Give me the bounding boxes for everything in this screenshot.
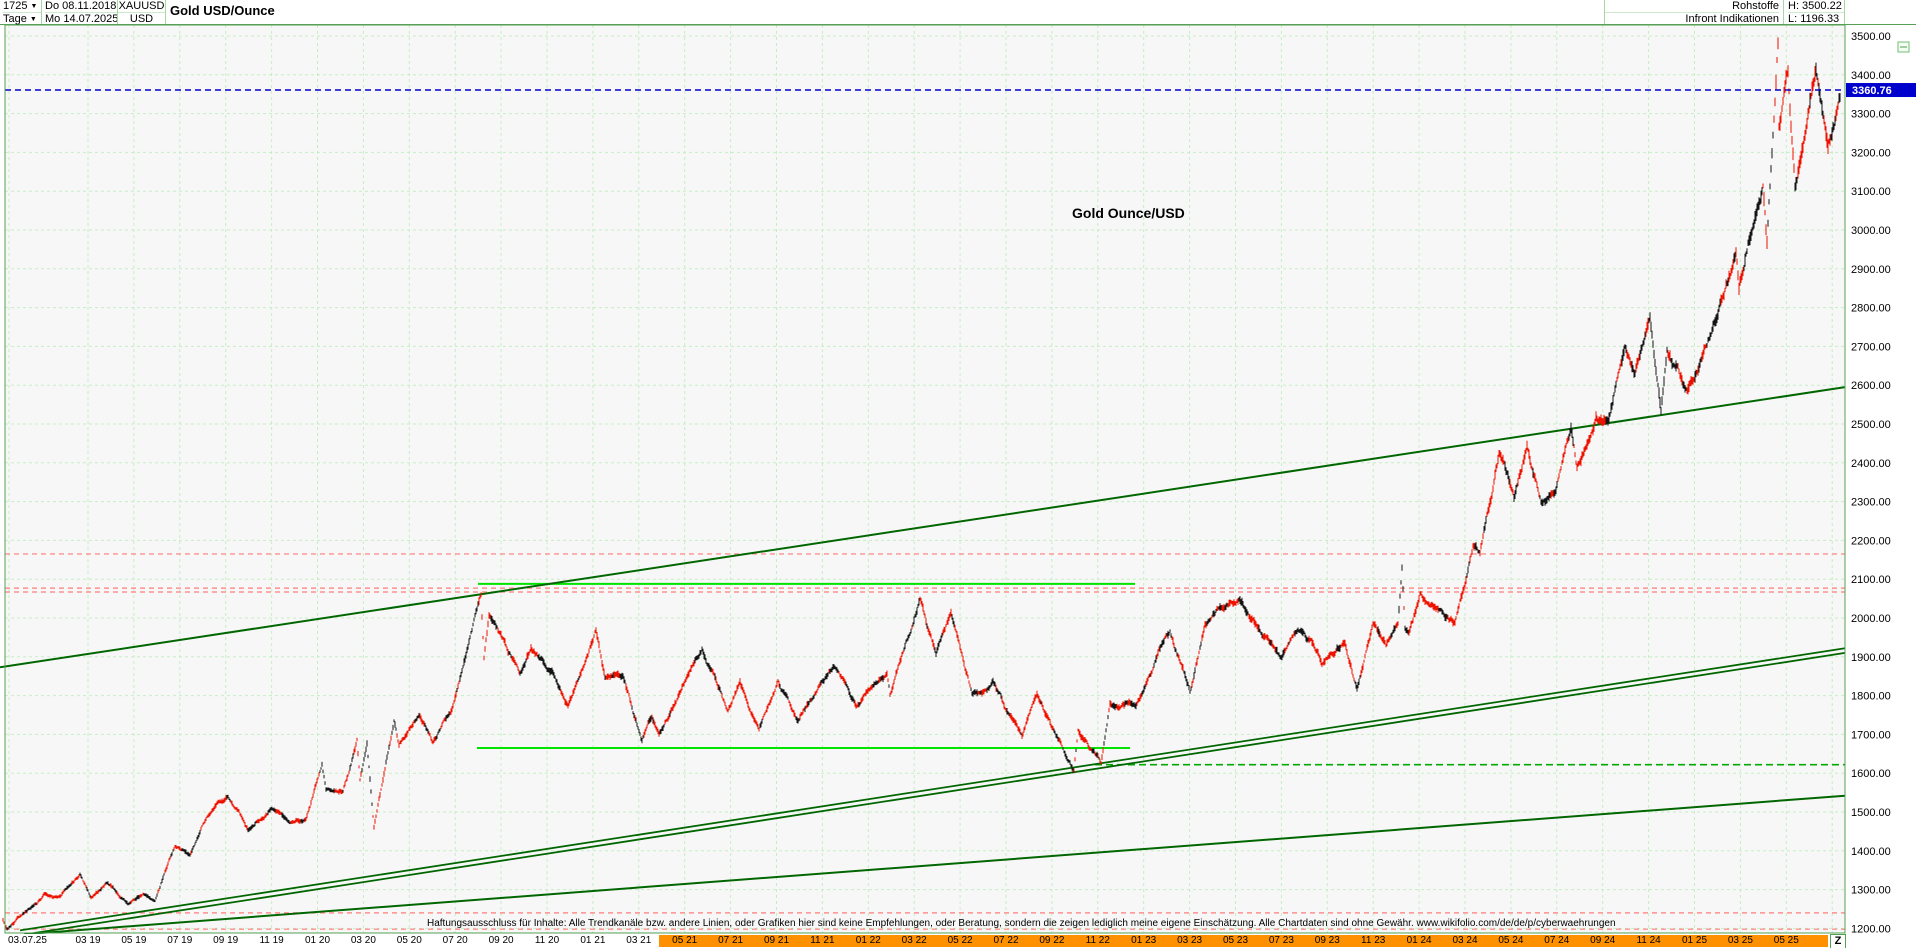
x-axis-label: 07 22 (993, 935, 1019, 946)
x-axis-label: 05 23 (1222, 935, 1249, 946)
price-bars-red (2, 37, 1839, 929)
x-axis-label: 03 19 (75, 935, 101, 946)
disclaimer-text: Haftungsausschluss für Inhalte: Alle Tre… (427, 918, 1616, 929)
y-axis-label: 3200.00 (1851, 147, 1891, 159)
y-axis-label: 2300.00 (1851, 497, 1891, 509)
x-axis-label: 03 20 (350, 935, 376, 946)
y-axis-label: 1200.00 (1851, 923, 1891, 934)
y-axis-label: 2600.00 (1851, 380, 1891, 392)
y-axis-label: 2700.00 (1851, 341, 1891, 353)
currency-label: USD (129, 13, 154, 25)
x-axis-label: 11 22 (1085, 935, 1110, 946)
y-axis-label: 2400.00 (1851, 458, 1891, 470)
x-axis-label: 11 21 (810, 935, 835, 946)
x-axis-label: 09 20 (488, 935, 514, 946)
date-from: Do 08.11.2018 (45, 0, 117, 13)
category-label: Rohstoffe (1605, 0, 1779, 13)
provider-cell: Rohstoffe Infront Indikationen (1604, 0, 1784, 25)
y-axis-label: 1400.00 (1851, 846, 1891, 858)
x-axis-label: 11 19 (259, 935, 284, 946)
x-axis-label: 03 21 (626, 935, 652, 946)
y-axis-label: 2000.00 (1851, 613, 1891, 625)
y-axis-label: 1900.00 (1851, 652, 1891, 664)
x-axis-label: 11 24 (1636, 935, 1661, 946)
price-bars-black (6, 62, 1841, 931)
x-axis-label: 07 23 (1268, 935, 1294, 946)
y-axis-label: 2800.00 (1851, 303, 1891, 315)
x-axis-label: 05 24 (1498, 935, 1524, 946)
y-axis-label: 2200.00 (1851, 535, 1891, 547)
x-axis-label: 01 22 (855, 935, 881, 946)
dropdown-caret-icon: ▼ (30, 3, 38, 10)
timeframe-dropdown[interactable]: Tage ▼ (3, 13, 37, 25)
date-to: Mo 14.07.2025 (45, 13, 117, 25)
x-axis-label: 07 20 (442, 935, 468, 946)
x-axis-label: 01 20 (304, 935, 331, 946)
x-axis-label: 05 25 (1773, 935, 1799, 946)
chart-annotation: Gold Ounce/USD (1072, 205, 1185, 221)
x-axis-label: 05 22 (947, 935, 973, 946)
y-axis-label: 1800.00 (1851, 691, 1891, 703)
high-value: H: 3500.22 (1788, 0, 1844, 13)
x-axis-label: 05 21 (672, 935, 698, 946)
mid-channel-trend-line-a[interactable] (19, 647, 1846, 932)
symbol-cell: XAUUSD USD (118, 0, 166, 25)
price-chart: 1200.00 1300.00 1400.00 1500.00 1600.00 1700.… (0, 24, 1916, 934)
last-price-badge-value: 3360.76 (1852, 85, 1892, 97)
dropdown-caret-icon: ▼ (29, 16, 37, 23)
lower-channel-trend-line[interactable] (29, 794, 1846, 934)
x-axis-label: 05 19 (121, 935, 147, 946)
y-axis-label: 1600.00 (1851, 768, 1891, 780)
page-title: Gold USD/Ounce (170, 3, 275, 18)
chart-header: 1725 ▼ Tage ▼ Do 08.11.2018 Mo 14.07.202… (0, 0, 1916, 25)
y-axis-label: 3000.00 (1851, 225, 1891, 237)
symbol-label: XAUUSD (118, 0, 165, 13)
date-range-cell: Do 08.11.2018 Mo 14.07.2025 (42, 0, 118, 25)
x-axis-first-label: 03.07.25 (8, 935, 47, 946)
y-axis-label: 3300.00 (1851, 109, 1891, 121)
x-axis-label: 09 21 (763, 935, 790, 946)
x-axis-highlight-band (659, 935, 1828, 947)
low-value: L: 1196.33 (1788, 13, 1840, 25)
y-axis-label: 1700.00 (1851, 729, 1891, 741)
x-axis-label: 09 19 (213, 935, 239, 946)
x-axis-label: 01 21 (580, 935, 606, 946)
x-axis-label: 07 19 (167, 935, 193, 946)
y-axis-label: 2100.00 (1851, 574, 1891, 586)
x-axis-label: 11 20 (534, 935, 560, 946)
y-axis-label: 2900.00 (1851, 264, 1891, 276)
y-axis-label: 2500.00 (1851, 419, 1891, 431)
x-axis-label: 03 25 (1727, 935, 1753, 946)
x-axis-label: 09 24 (1590, 935, 1616, 946)
y-axis-label: 3500.00 (1851, 31, 1891, 43)
last-price-badge (1846, 83, 1916, 98)
x-axis-label: 01 23 (1131, 935, 1157, 946)
period-dropdown[interactable]: 1725 ▼ (3, 0, 41, 13)
x-axis-label: 03 23 (1177, 935, 1203, 946)
y-axis-label: 3100.00 (1851, 186, 1891, 198)
zoom-reset-button[interactable]: Z (1830, 934, 1846, 948)
x-axis: 03.07.25 03 19 05 19 07 19 09 19 11 19 01 20 0… (0, 934, 1916, 948)
y-axis-label: 3400.00 (1851, 70, 1891, 82)
x-axis-label: 07 24 (1544, 935, 1570, 946)
plot-background (5, 25, 1845, 933)
y-axis-label: 1300.00 (1851, 885, 1891, 897)
mid-channel-trend-line-b[interactable] (23, 652, 1846, 934)
high-low-cell: H: 3500.22 L: 1196.33 (1784, 0, 1845, 25)
plot-border (4, 24, 1846, 934)
x-axis-label: 09 22 (1039, 935, 1065, 946)
x-axis-label: 03 22 (901, 935, 927, 946)
x-axis-label: 11 23 (1361, 935, 1386, 946)
x-axis-label: 09 23 (1314, 935, 1340, 946)
x-axis-label: 01 25 (1681, 935, 1708, 946)
period-cell: 1725 ▼ Tage ▼ (0, 0, 42, 25)
x-axis-label: 05 20 (396, 935, 422, 946)
x-axis-label: 01 24 (1406, 935, 1432, 946)
y-axis-label: 1500.00 (1851, 807, 1891, 819)
x-axis-label: 03 24 (1452, 935, 1478, 946)
upper-channel-trend-line[interactable] (0, 386, 1846, 669)
x-axis-label: 07 21 (718, 935, 744, 946)
provider-label: Infront Indikationen (1685, 13, 1779, 25)
